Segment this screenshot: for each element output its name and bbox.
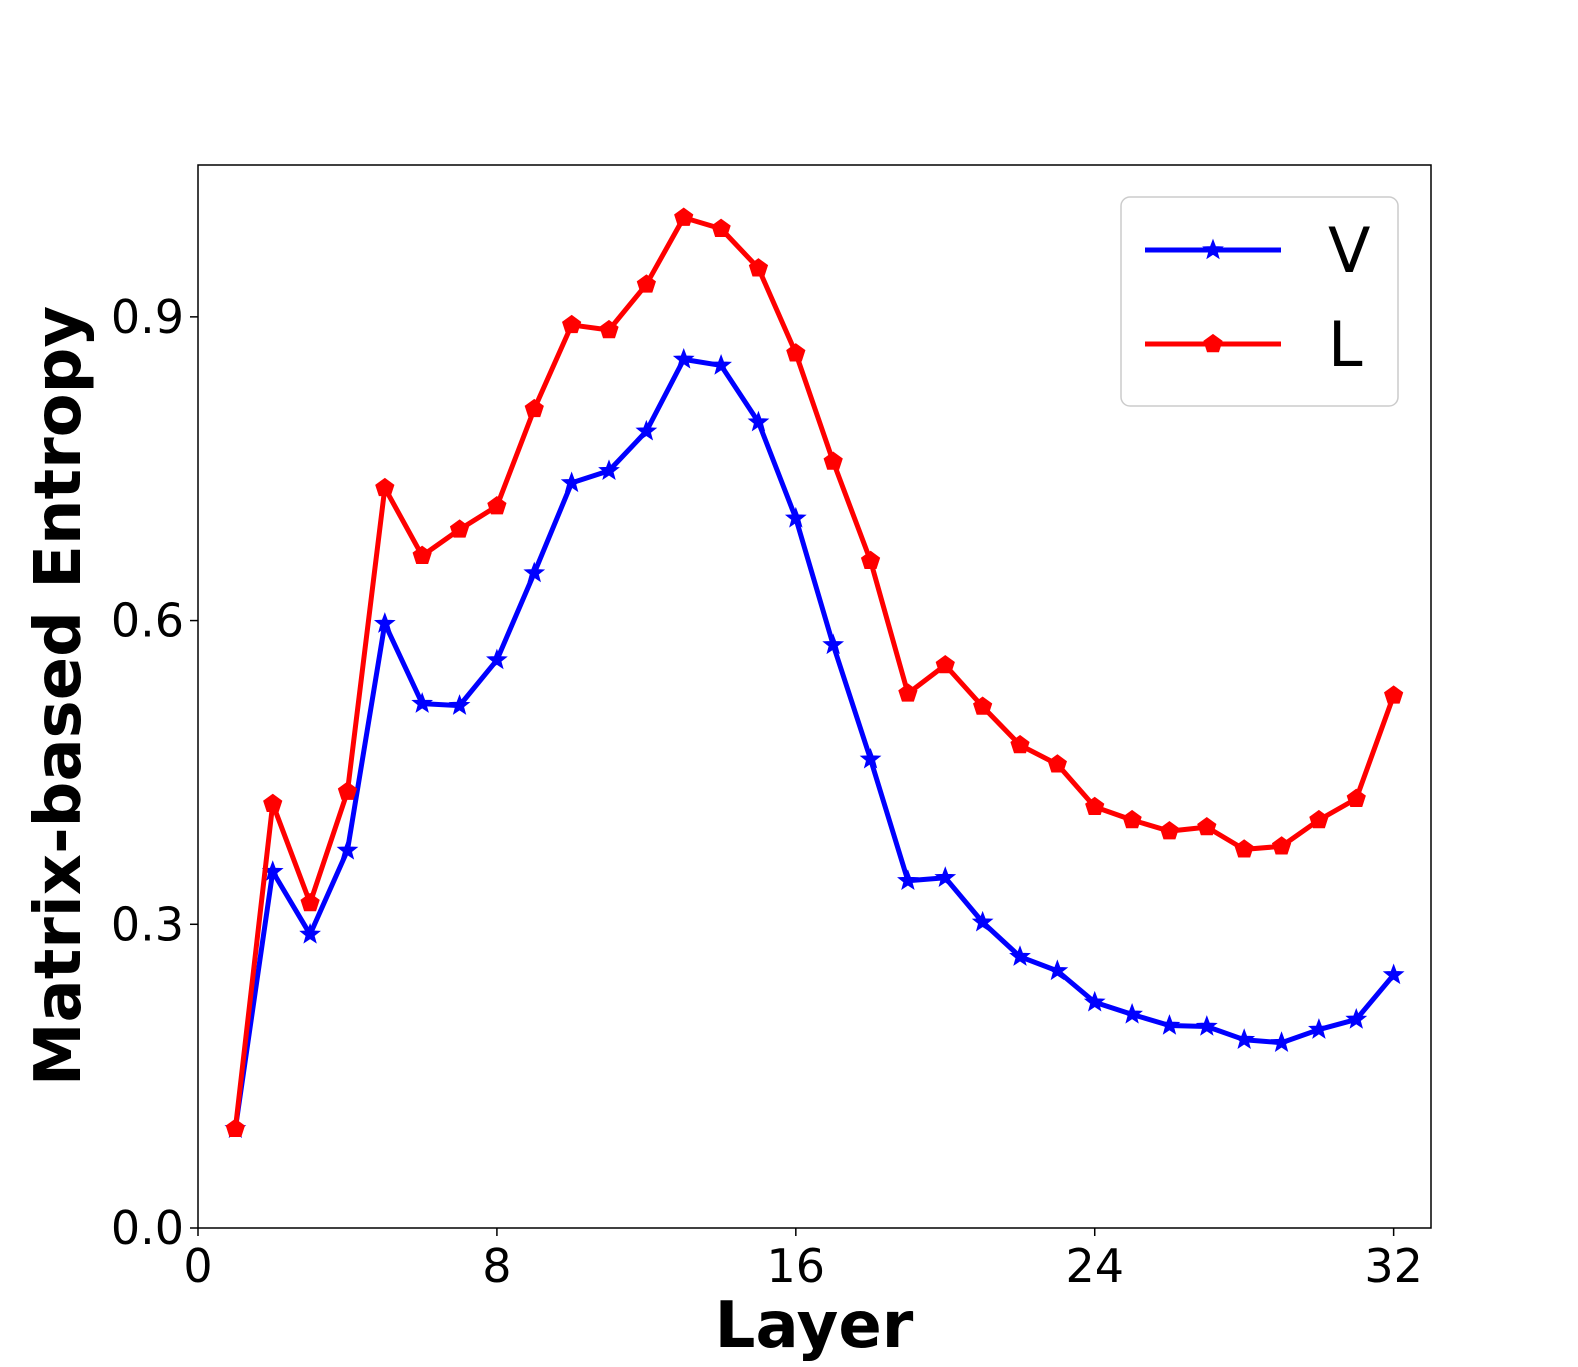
data-point-v: [1345, 1008, 1368, 1029]
data-point-l: [1197, 816, 1217, 836]
legend-label-l: L: [1328, 308, 1363, 381]
series-v: [224, 347, 1405, 1139]
data-point-l: [860, 550, 881, 570]
x-tick-label: 16: [767, 1239, 826, 1293]
data-point-l: [449, 519, 470, 538]
data-point-l: [711, 218, 731, 237]
x-axis-title: Layer: [715, 1289, 914, 1363]
data-point-l: [1271, 836, 1292, 855]
series-l: [225, 207, 1404, 1137]
data-point-v: [373, 612, 396, 633]
x-axis-ticks: 0 8 16 24 32: [183, 1228, 1423, 1293]
data-point-l: [1010, 734, 1030, 754]
data-point-v: [1195, 1015, 1218, 1036]
data-point-v: [598, 459, 620, 480]
data-point-v: [1382, 963, 1405, 985]
data-point-v: [859, 747, 882, 769]
data-point-l: [263, 793, 283, 812]
plot-area: 0 8 16 24 32 0.0 0.3 0.6 0.9: [111, 164, 1432, 1293]
data-point-l: [375, 477, 395, 497]
x-tick-label: 32: [1364, 1239, 1423, 1293]
plot-frame: [197, 164, 1432, 1229]
data-point-l: [1384, 685, 1404, 704]
legend-label-v: V: [1328, 214, 1370, 287]
legend-marker-shape: [1202, 238, 1224, 260]
data-point-l: [935, 655, 955, 674]
data-point-l: [1309, 809, 1329, 829]
data-point-l: [1047, 754, 1067, 773]
data-point-l: [1122, 809, 1142, 829]
data-point-v: [934, 866, 957, 887]
data-point-l: [823, 451, 843, 470]
data-point-l: [1085, 796, 1105, 816]
data-point-v: [336, 838, 359, 860]
data-point-v: [672, 347, 695, 369]
data-point-v: [971, 910, 994, 932]
data-point-l: [337, 781, 358, 800]
y-tick-label: 0.9: [111, 290, 184, 344]
data-point-l: [748, 258, 769, 277]
x-tick-label: 8: [482, 1239, 511, 1293]
data-point-v: [448, 694, 471, 715]
x-tick-label: 24: [1065, 1239, 1124, 1293]
data-point-v: [1270, 1031, 1293, 1052]
data-point-l: [1346, 788, 1366, 807]
data-point-v: [1083, 990, 1106, 1012]
data-point-v: [897, 869, 919, 890]
data-point-v: [1121, 1002, 1143, 1024]
series-line-v: [232, 356, 1396, 1130]
y-axis-title: Matrix-based Entropy: [22, 306, 96, 1086]
y-tick-label: 0.0: [111, 1201, 184, 1255]
data-point-l: [562, 314, 582, 334]
legend: V L: [1120, 196, 1399, 407]
data-point-l: [524, 398, 544, 418]
data-point-v: [1009, 945, 1031, 966]
data-point-l: [674, 207, 694, 226]
data-point-v: [411, 692, 434, 713]
data-point-v: [1046, 959, 1069, 981]
data-point-l: [599, 319, 619, 339]
data-point-v: [784, 506, 807, 528]
y-tick-label: 0.6: [111, 594, 184, 648]
legend-marker-l: [1203, 333, 1223, 353]
legend-marker-shape: [1203, 333, 1223, 353]
data-point-l: [786, 343, 806, 362]
data-point-v: [1308, 1018, 1330, 1039]
data-point-l: [412, 545, 432, 564]
y-tick-label: 0.3: [111, 897, 184, 951]
data-point-l: [225, 1118, 245, 1137]
data-point-v: [523, 561, 546, 583]
data-point-l: [636, 274, 656, 293]
legend-marker-v: [1202, 238, 1224, 260]
data-point-v: [299, 922, 321, 944]
series-layer: [224, 207, 1405, 1139]
data-point-l: [487, 496, 507, 515]
data-point-l: [973, 696, 993, 715]
data-point-v: [822, 633, 845, 655]
data-point-v: [1233, 1028, 1256, 1049]
y-axis-ticks: 0.0 0.3 0.6 0.9: [111, 290, 198, 1255]
data-point-l: [898, 683, 918, 702]
data-point-l: [1159, 821, 1180, 840]
data-point-v: [635, 419, 658, 441]
x-tick-label: 0: [183, 1239, 212, 1293]
data-point-v: [486, 648, 508, 670]
data-point-v: [710, 354, 732, 375]
data-point-v: [1158, 1014, 1181, 1035]
data-point-v: [747, 410, 770, 432]
data-point-l: [1234, 839, 1254, 858]
data-point-v: [560, 471, 583, 493]
data-point-l: [300, 892, 320, 912]
